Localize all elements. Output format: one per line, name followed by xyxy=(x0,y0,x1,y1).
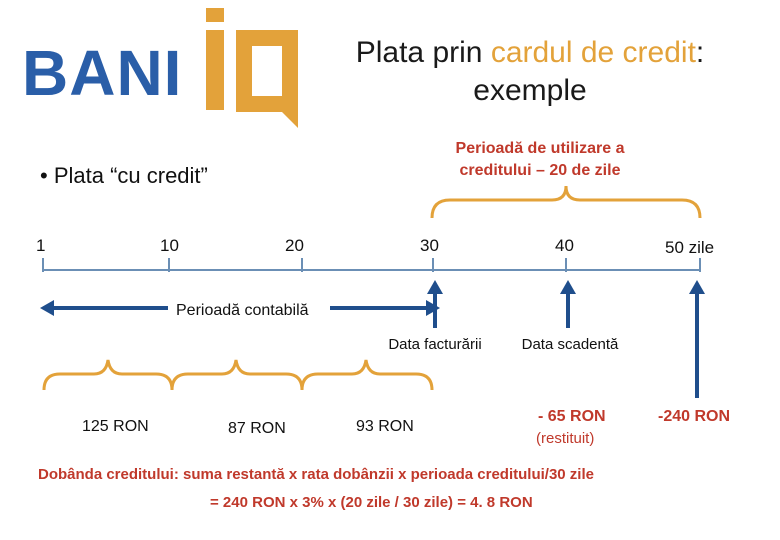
amount-1: 125 RON xyxy=(82,418,149,435)
logo-i-bar xyxy=(206,30,224,110)
payment-note: (restituit) xyxy=(536,430,595,447)
due-date-arrowhead xyxy=(560,280,576,294)
page-title: Plata prin cardul de credit: exemple xyxy=(330,34,730,110)
amount-brace-1 xyxy=(42,359,174,391)
accounting-period-label: Perioadă contabilă xyxy=(176,302,309,319)
tick-label-40: 40 xyxy=(555,236,574,255)
payment-amount: - 65 RON xyxy=(538,408,606,425)
amount-brace-3 xyxy=(300,359,434,391)
logo-text: BANI xyxy=(22,37,183,109)
tick-label-10: 10 xyxy=(160,236,179,255)
remaining-arrowhead xyxy=(689,280,705,294)
due-date-label: Data scadentă xyxy=(521,336,619,353)
remaining-amount: -240 RON xyxy=(658,408,731,425)
title-part1: Plata prin xyxy=(355,36,491,69)
accounting-period-arrowhead xyxy=(40,300,54,316)
tick-label-1: 1 xyxy=(36,236,46,255)
tick-label-50: 50 zile xyxy=(665,238,715,257)
formula-line-2: = 240 RON x 3% x (20 zile / 30 zile) = 4… xyxy=(210,494,533,511)
formula-line-1: Dobânda creditului: suma restantă x rata… xyxy=(38,466,594,483)
logo-i-dot xyxy=(206,8,224,22)
billing-date-arrowhead xyxy=(427,280,443,294)
amount-3: 93 RON xyxy=(356,418,414,435)
title-part2: : exemple xyxy=(473,36,705,107)
logo-q-shape xyxy=(236,30,298,128)
title-highlight: cardul de credit xyxy=(490,36,696,69)
tick-label-30: 30 xyxy=(420,236,439,255)
bullet-text: • Plata “cu credit” xyxy=(40,163,208,188)
amount-2: 87 RON xyxy=(228,420,286,437)
amount-brace-2 xyxy=(170,359,304,391)
usage-period-label: Perioadă de utilizare a creditului – 20 … xyxy=(455,140,625,179)
tick-label-20: 20 xyxy=(285,236,304,255)
billing-date-label: Data facturării xyxy=(388,336,482,353)
usage-period-brace xyxy=(430,185,702,219)
